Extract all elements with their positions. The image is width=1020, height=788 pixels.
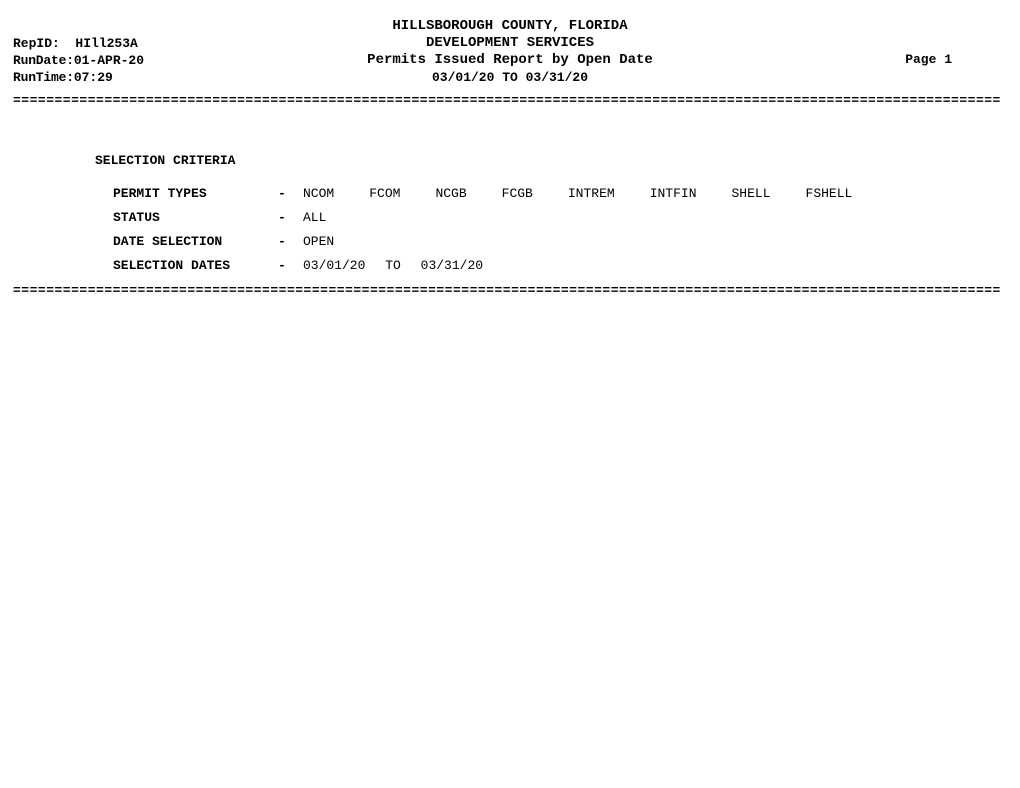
date-selection-label: DATE SELECTION (113, 234, 278, 249)
criteria-rows: PERMIT TYPES - NCOM FCOM NCGB FCGB INTRE… (113, 186, 1007, 273)
permit-type: FCGB (502, 186, 533, 201)
permit-type: SHELL (732, 186, 771, 201)
divider-top: ========================================… (13, 93, 1007, 108)
selection-to-label: TO (385, 258, 401, 273)
date-selection-value: OPEN (303, 234, 334, 249)
dash: - (278, 210, 303, 225)
selection-dates-row: SELECTION DATES - 03/01/20 TO 03/31/20 (113, 258, 1007, 273)
selection-criteria-section: SELECTION CRITERIA PERMIT TYPES - NCOM F… (95, 153, 1007, 273)
permit-type: INTREM (568, 186, 615, 201)
header-center-block: HILLSBOROUGH COUNTY, FLORIDA DEVELOPMENT… (13, 18, 1007, 86)
date-selection-row: DATE SELECTION - OPEN (113, 234, 1007, 249)
county-name: HILLSBOROUGH COUNTY, FLORIDA (13, 18, 1007, 35)
dash: - (278, 234, 303, 249)
permit-types-row: PERMIT TYPES - NCOM FCOM NCGB FCGB INTRE… (113, 186, 1007, 201)
permit-types-label: PERMIT TYPES (113, 186, 278, 201)
selection-dates-label: SELECTION DATES (113, 258, 278, 273)
divider-bottom: ========================================… (13, 283, 1007, 298)
permit-type: FSHELL (806, 186, 853, 201)
permit-type: INTFIN (650, 186, 697, 201)
permit-type: FCOM (369, 186, 400, 201)
status-label: STATUS (113, 210, 278, 225)
permit-type: NCOM (303, 186, 334, 201)
permit-types-list: NCOM FCOM NCGB FCGB INTREM INTFIN SHELL … (303, 186, 852, 201)
department-name: DEVELOPMENT SERVICES (13, 35, 1007, 52)
page-number: Page 1 (905, 52, 952, 67)
date-range: 03/01/20 TO 03/31/20 (13, 69, 1007, 86)
selection-dates-value: 03/01/20 TO 03/31/20 (303, 258, 483, 273)
dash: - (278, 186, 303, 201)
status-row: STATUS - ALL (113, 210, 1007, 225)
permit-type: NCGB (435, 186, 466, 201)
selection-from: 03/01/20 (303, 258, 365, 273)
report-header: RepID: HIll253A RunDate:01-APR-20 RunTim… (13, 13, 1007, 83)
dash: - (278, 258, 303, 273)
criteria-title: SELECTION CRITERIA (95, 153, 1007, 168)
status-value: ALL (303, 210, 326, 225)
report-title: Permits Issued Report by Open Date (13, 52, 1007, 69)
selection-to: 03/31/20 (421, 258, 483, 273)
